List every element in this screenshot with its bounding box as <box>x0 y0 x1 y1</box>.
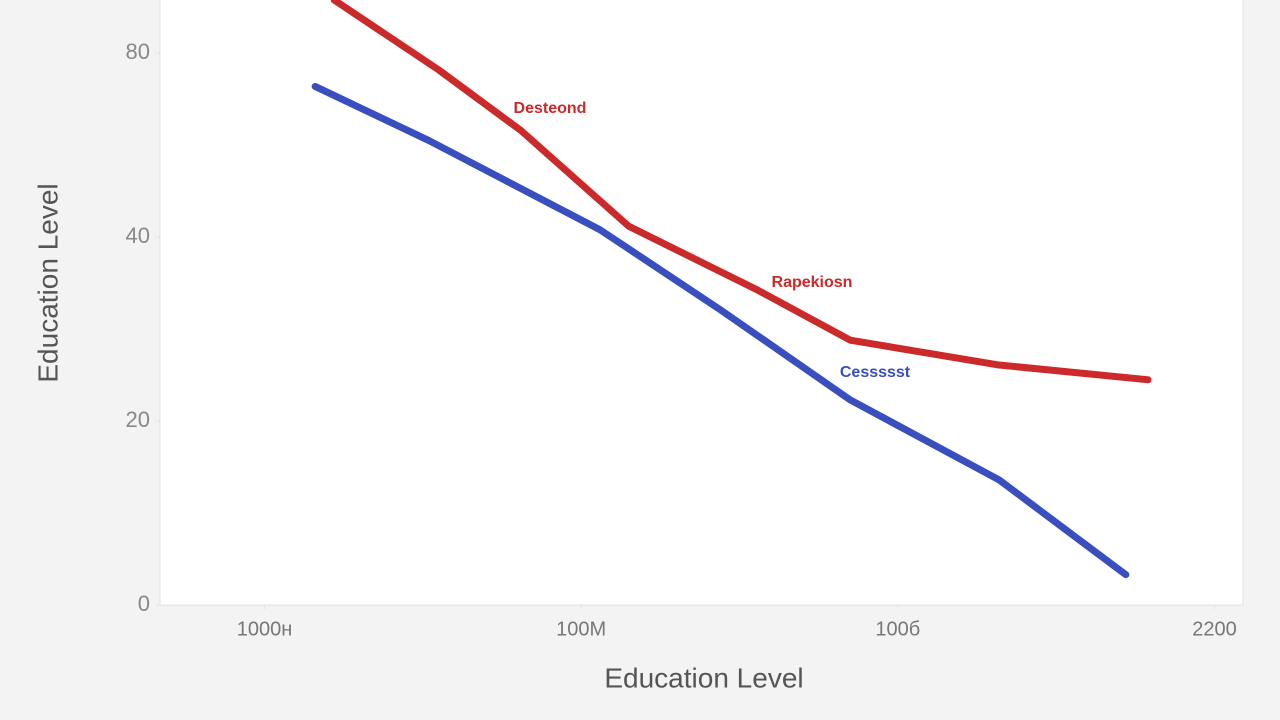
y-axis-label: Education Level <box>32 183 63 382</box>
y-tick-label: 40 <box>126 223 150 248</box>
annotation: Desteond <box>514 100 587 117</box>
x-tick-label: 2200 <box>1192 618 1237 640</box>
x-tick-label: 100М <box>556 618 606 640</box>
data-line <box>311 82 1130 579</box>
x-axis-label: Education Level <box>604 662 803 693</box>
data-line <box>330 0 1152 384</box>
x-tick-label: 1000н <box>237 618 293 640</box>
y-tick-label: 20 <box>126 407 150 432</box>
y-tick-label: 80 <box>126 39 150 64</box>
x-tick-label: 100б <box>875 618 920 640</box>
y-tick-label: 0 <box>138 591 150 616</box>
annotation: Rapekiosn <box>772 274 853 291</box>
annotation: Cessssst <box>840 364 911 381</box>
